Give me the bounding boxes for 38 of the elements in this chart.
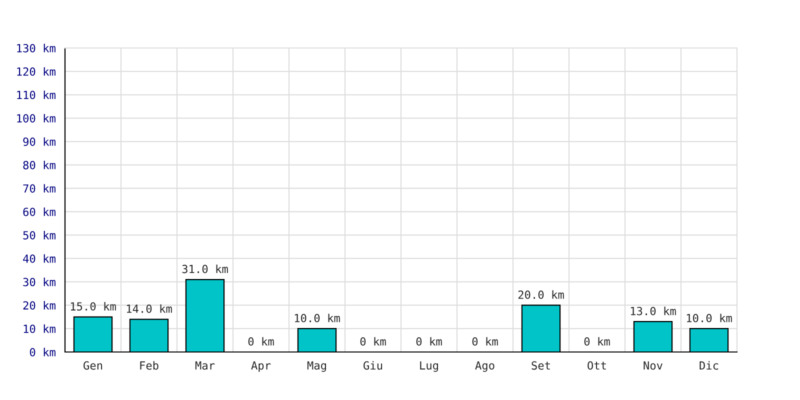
y-tick-label: 110 km: [17, 90, 56, 100]
x-tick-label: Ott: [588, 361, 606, 370]
y-tick-label: 20 km: [23, 301, 56, 310]
data-label: 10.0 km: [294, 314, 340, 322]
data-label: 0 km: [360, 337, 386, 346]
y-tick-label: 130 km: [17, 44, 56, 52]
data-label: 13.0 km: [630, 306, 676, 316]
data-label: 14.0 km: [126, 304, 172, 313]
data-label: 0 km: [472, 337, 498, 346]
x-tick-label: Set: [532, 361, 550, 370]
x-tick-label: Dic: [700, 361, 718, 370]
y-tick-label: 30 km: [23, 278, 56, 286]
data-label: 31.0 km: [182, 264, 228, 274]
x-tick-label: Feb: [140, 361, 158, 370]
x-tick-label: Lug: [420, 361, 438, 372]
x-tick-label: Nov: [644, 361, 662, 370]
data-label: 0 km: [584, 337, 610, 346]
x-tick-label: Gen: [84, 361, 102, 370]
data-label: 0 km: [416, 337, 442, 346]
data-label: 20.0 km: [518, 290, 564, 299]
y-tick-label: 10 km: [24, 324, 56, 334]
y-tick-label: 120 km: [17, 67, 56, 76]
data-label: 10.0 km: [686, 314, 732, 322]
data-label: 0 km: [248, 337, 274, 346]
x-tick-label: Mag: [307, 361, 326, 372]
x-tick-label: Apr: [251, 361, 271, 372]
y-tick-label: 0 km: [30, 348, 56, 356]
x-tick-label: Ago: [475, 361, 494, 372]
y-tick-label: 100 km: [17, 114, 56, 123]
y-tick-label: 70 km: [23, 184, 56, 193]
y-tick-label: 80 km: [23, 160, 56, 170]
y-tick-label: 40 km: [23, 254, 56, 263]
y-tick-label: 90 km: [23, 137, 56, 146]
x-tick-label: Mar: [195, 361, 215, 370]
data-label: 15.0 km: [70, 302, 116, 311]
y-tick-label: 60 km: [23, 208, 56, 216]
x-tick-label: Giu: [364, 361, 382, 370]
y-tick-label: 50 km: [23, 230, 56, 240]
